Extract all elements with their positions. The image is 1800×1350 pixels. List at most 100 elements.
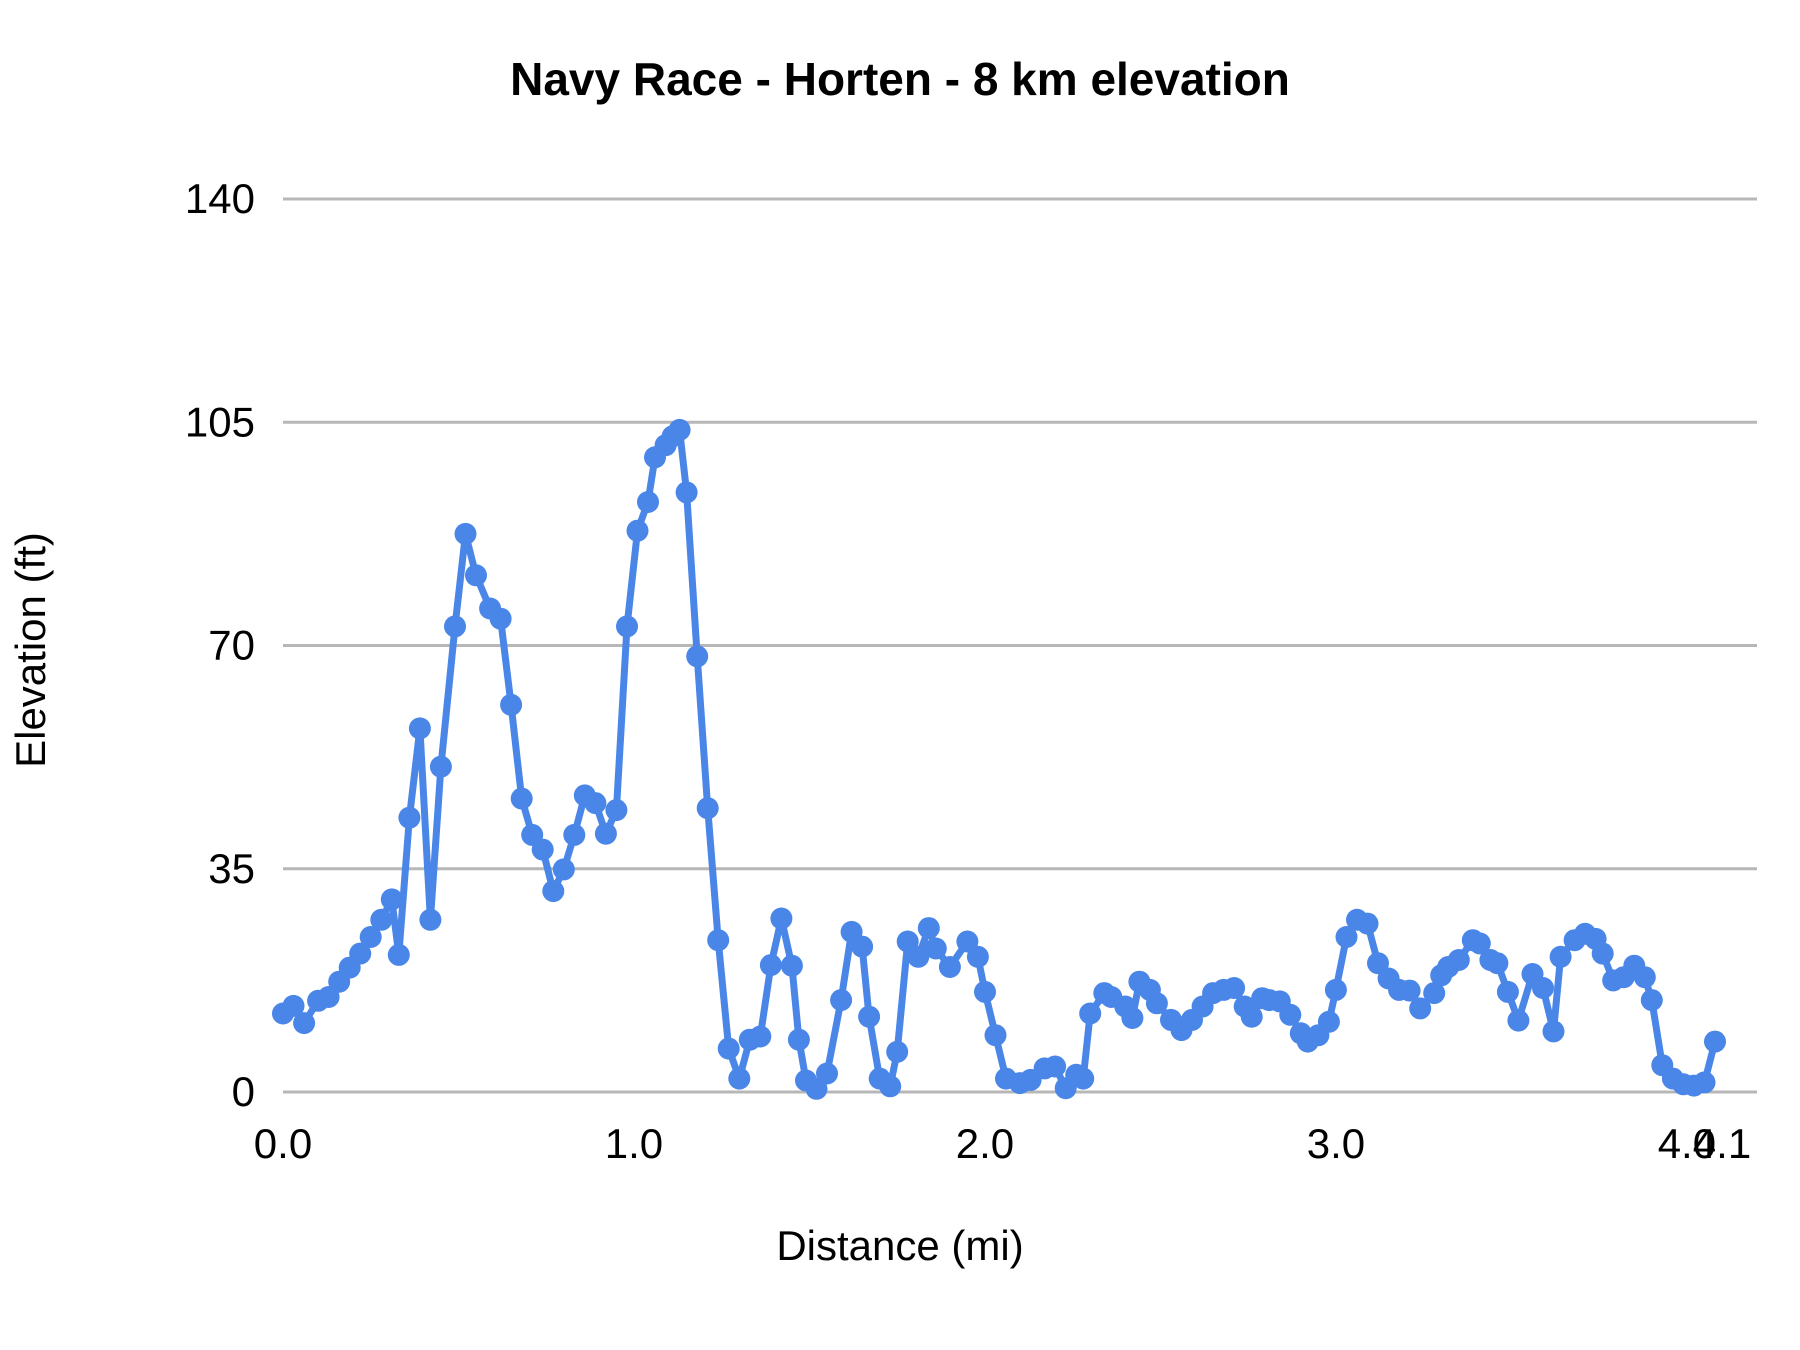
data-point bbox=[1640, 989, 1663, 1012]
y-tick-label: 70 bbox=[208, 622, 255, 669]
data-point bbox=[1279, 1003, 1302, 1026]
data-point bbox=[858, 1005, 881, 1028]
data-point bbox=[429, 755, 452, 778]
y-tick-label: 140 bbox=[185, 175, 255, 222]
chart-title: Navy Race - Horten - 8 km elevation bbox=[510, 53, 1290, 105]
data-point bbox=[419, 908, 442, 931]
data-point bbox=[1486, 952, 1509, 975]
data-point bbox=[370, 908, 393, 931]
data-point bbox=[770, 907, 793, 930]
data-point bbox=[1549, 945, 1572, 968]
data-point bbox=[830, 989, 853, 1012]
y-tick-label: 105 bbox=[185, 398, 255, 445]
data-point bbox=[851, 935, 874, 958]
data-point bbox=[749, 1025, 772, 1048]
y-tick-label: 35 bbox=[208, 845, 255, 892]
data-point bbox=[805, 1077, 828, 1100]
x-tick-label: 1.0 bbox=[605, 1120, 663, 1167]
data-point bbox=[1693, 1071, 1716, 1094]
data-point bbox=[489, 607, 512, 630]
data-point bbox=[542, 880, 565, 903]
data-point bbox=[1223, 977, 1246, 999]
data-point bbox=[917, 917, 940, 940]
data-point bbox=[594, 822, 617, 845]
data-point bbox=[1704, 1030, 1726, 1053]
data-point bbox=[686, 645, 709, 668]
data-point bbox=[605, 799, 628, 822]
x-tick-label: 2.0 bbox=[956, 1120, 1014, 1167]
data-point bbox=[408, 717, 431, 740]
data-point bbox=[707, 929, 730, 952]
data-point bbox=[966, 945, 989, 968]
data-point bbox=[563, 823, 586, 846]
data-point bbox=[510, 787, 533, 810]
x-tick-label: 4.0 bbox=[1658, 1120, 1716, 1167]
data-point bbox=[1121, 1007, 1144, 1029]
data-point bbox=[956, 930, 979, 953]
data-point bbox=[984, 1024, 1007, 1047]
data-point bbox=[293, 1012, 316, 1035]
data-point bbox=[454, 522, 477, 545]
x-tick-label: 4.1 bbox=[1693, 1120, 1751, 1167]
data-point bbox=[380, 888, 403, 911]
data-point bbox=[816, 1062, 838, 1085]
data-point bbox=[531, 838, 554, 861]
data-point bbox=[317, 986, 340, 1008]
data-point bbox=[675, 481, 698, 504]
data-point bbox=[552, 858, 575, 881]
data-point bbox=[387, 943, 410, 966]
data-point bbox=[1447, 949, 1470, 971]
data-point bbox=[465, 564, 487, 587]
data-point bbox=[444, 615, 466, 638]
data-point bbox=[1240, 1005, 1263, 1028]
data-point bbox=[616, 615, 638, 638]
data-point bbox=[1496, 980, 1519, 1003]
data-point bbox=[359, 926, 382, 948]
data-point bbox=[1072, 1067, 1095, 1090]
data-point bbox=[1468, 932, 1491, 955]
data-point bbox=[696, 797, 719, 820]
data-point bbox=[1591, 942, 1614, 965]
data-point bbox=[1145, 992, 1168, 1015]
data-point bbox=[717, 1037, 740, 1060]
data-point bbox=[787, 1028, 810, 1051]
data-point bbox=[886, 1040, 909, 1063]
data-point bbox=[879, 1075, 902, 1098]
data-point bbox=[1409, 997, 1432, 1020]
data-point bbox=[500, 693, 523, 716]
data-point bbox=[1079, 1002, 1102, 1025]
data-point bbox=[924, 937, 947, 960]
data-point bbox=[1532, 977, 1554, 999]
data-point bbox=[637, 491, 659, 513]
data-point bbox=[1356, 912, 1379, 935]
data-point bbox=[759, 954, 782, 977]
x-tick-label: 0.0 bbox=[254, 1120, 312, 1167]
data-point bbox=[1335, 926, 1358, 948]
x-tick-label: 3.0 bbox=[1307, 1120, 1365, 1167]
data-point bbox=[974, 980, 996, 1003]
data-point bbox=[728, 1067, 751, 1090]
x-axis-title: Distance (mi) bbox=[776, 1222, 1024, 1269]
data-point bbox=[938, 956, 961, 978]
data-point bbox=[1044, 1055, 1067, 1078]
data-point bbox=[1423, 982, 1446, 1005]
data-point bbox=[398, 806, 421, 829]
data-point bbox=[1324, 978, 1347, 1001]
data-point bbox=[1633, 966, 1656, 989]
data-point bbox=[1507, 1009, 1530, 1032]
data-point bbox=[780, 954, 803, 977]
data-point bbox=[1367, 952, 1389, 975]
y-axis-title: Elevation (ft) bbox=[7, 532, 54, 768]
data-point bbox=[626, 519, 649, 542]
data-point bbox=[1398, 979, 1421, 1002]
data-point bbox=[349, 942, 372, 965]
data-point bbox=[282, 994, 305, 1017]
data-point bbox=[584, 792, 607, 815]
data-point bbox=[907, 945, 930, 968]
data-point bbox=[668, 418, 691, 441]
data-point bbox=[1317, 1010, 1340, 1033]
data-point bbox=[896, 930, 919, 953]
y-tick-label: 0 bbox=[232, 1068, 255, 1115]
